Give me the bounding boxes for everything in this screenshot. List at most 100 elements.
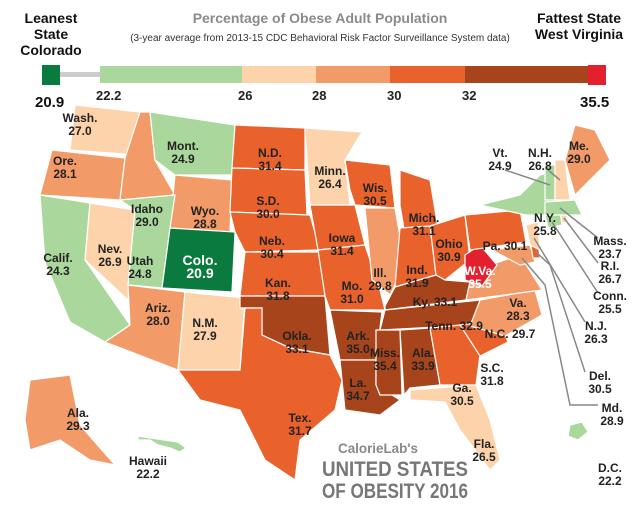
state-name: Neb. — [259, 234, 285, 248]
state-name: Hawaii — [129, 454, 167, 468]
state-value: 30.0 — [256, 207, 280, 221]
state-name: Okla. — [282, 329, 311, 343]
state-nev[interactable] — [84, 202, 136, 302]
fattest-label: Fattest State — [536, 10, 622, 26]
state-value: 29.8 — [368, 279, 392, 293]
state-miss[interactable] — [375, 329, 403, 396]
state-name: Idaho — [131, 202, 163, 216]
fattest-state-heading: Fattest State West Virginia — [524, 10, 634, 42]
state-value: 31.4 — [330, 244, 354, 258]
state-ariz[interactable] — [103, 284, 186, 371]
state-d-c[interactable] — [567, 421, 589, 441]
state-label-tex: Tex. 31.7 — [288, 411, 312, 438]
state-label-w-va: W.Va. 35.5 — [464, 264, 495, 291]
state-value: 31.8 — [266, 289, 290, 303]
state-label-colo: Colo. 20.9 — [183, 252, 218, 281]
state-value: 35.5 — [468, 277, 492, 291]
state-label-pa: Pa. 30.1 — [483, 239, 528, 253]
legend-tick: 30 — [387, 88, 401, 103]
state-value: 25.5 — [598, 302, 622, 316]
state-ohio[interactable] — [429, 214, 471, 281]
state-name: N.D. — [258, 146, 282, 160]
state-ala-ak[interactable] — [24, 374, 117, 466]
state-name: Wis. — [363, 181, 388, 195]
state-pa[interactable] — [464, 209, 527, 251]
state-name: Me. — [569, 139, 589, 153]
branding: CalorieLab's UNITED STATES OF OBESITY 20… — [322, 440, 468, 503]
legend-tick: 32 — [462, 88, 476, 103]
map-subtitle: (3-year average from 2013-15 CDC Behavio… — [130, 33, 510, 44]
state-name: Md. — [602, 401, 623, 415]
state-label-vt: Vt. 24.9 — [488, 146, 512, 173]
state-label-n-m: N.M. 27.9 — [192, 316, 217, 343]
state-label-ala: Ala. 33.9 — [411, 346, 435, 373]
state-name: Ind. — [406, 263, 427, 277]
state-label-idaho: Idaho 29.0 — [131, 202, 163, 229]
state-name: Del. — [589, 369, 611, 383]
state-fla[interactable] — [409, 384, 501, 471]
state-name: N.H. — [528, 146, 552, 160]
state-name: Tex. — [288, 411, 311, 425]
legend-band-bin2 — [242, 66, 316, 83]
state-mass[interactable] — [544, 199, 583, 216]
state-name: Mont. — [167, 139, 199, 153]
state-label-utah: Utah 24.8 — [127, 254, 154, 281]
state-name: Fla. — [474, 437, 495, 451]
state-label-iowa: Iowa 31.4 — [329, 231, 356, 258]
state-value: 27.0 — [68, 124, 92, 138]
state-n-h[interactable] — [554, 159, 571, 201]
leader-line — [563, 217, 599, 264]
state-name: Kan. — [265, 276, 291, 290]
state-value: 26.8 — [528, 159, 552, 173]
state-value: 29.3 — [66, 419, 90, 433]
state-name: Ariz. — [145, 301, 171, 315]
state-ga[interactable] — [429, 324, 481, 386]
leanest-state: Colorado — [20, 42, 82, 58]
state-value: 30.5 — [588, 382, 612, 396]
legend-tick: 28 — [312, 88, 326, 103]
state-label-wis: Wis. 30.5 — [363, 181, 388, 208]
state-label-mass: Mass. 23.7 — [593, 234, 626, 261]
state-mont[interactable] — [149, 111, 236, 176]
state-value: 31.9 — [405, 276, 429, 290]
state-name: D.C. — [598, 461, 622, 475]
brand-name: CalorieLab's — [338, 440, 418, 456]
state-name: Colo. — [183, 252, 218, 268]
state-name: Mich. — [409, 211, 440, 225]
state-value: 31.4 — [258, 159, 282, 173]
state-wis[interactable] — [344, 159, 396, 209]
color-legend: 22.2 26 28 30 32 20.9 35.5 — [35, 65, 609, 111]
state-label-minn: Minn. 26.4 — [314, 164, 345, 191]
state-colo[interactable] — [161, 227, 236, 293]
state-value: 24.8 — [128, 267, 152, 281]
state-label-d-c: D.C. 22.2 — [598, 461, 622, 488]
state-name: Ga. — [452, 381, 471, 395]
state-label-s-d: S.D. 30.0 — [256, 194, 280, 221]
state-tex[interactable] — [176, 307, 343, 482]
state-value: 26.5 — [472, 450, 496, 464]
state-name: Va. — [509, 296, 526, 310]
state-label-n-h: N.H. 26.8 — [528, 146, 552, 173]
state-label-hawaii: Hawaii 22.2 — [129, 454, 167, 481]
state-neb[interactable] — [229, 211, 321, 253]
state-name: Wash. — [63, 111, 98, 125]
state-name: Mo. — [342, 279, 363, 293]
state-label-ga: Ga. 30.5 — [450, 381, 474, 408]
state-ala[interactable] — [399, 327, 441, 397]
state-name: Nev. — [98, 242, 122, 256]
map-title: Percentage of Obese Adult Population — [192, 10, 448, 26]
state-name: Iowa — [329, 231, 356, 245]
state-name: Ohio — [435, 237, 462, 251]
state-name: Minn. — [314, 164, 345, 178]
state-label-ala-ak: Ala. 29.3 — [66, 406, 90, 433]
state-value: 29.0 — [135, 215, 159, 229]
state-me[interactable] — [564, 124, 611, 197]
state-minn[interactable] — [304, 127, 364, 206]
legend-min-value: 20.9 — [35, 94, 64, 111]
state-value: 34.7 — [346, 389, 370, 403]
state-hawaii[interactable] — [129, 434, 188, 453]
state-label-ky: Ky. 33.1 — [413, 295, 458, 309]
leader-line — [521, 257, 598, 406]
leader-line — [533, 237, 586, 323]
state-label-ind: Ind. 31.9 — [405, 263, 429, 290]
